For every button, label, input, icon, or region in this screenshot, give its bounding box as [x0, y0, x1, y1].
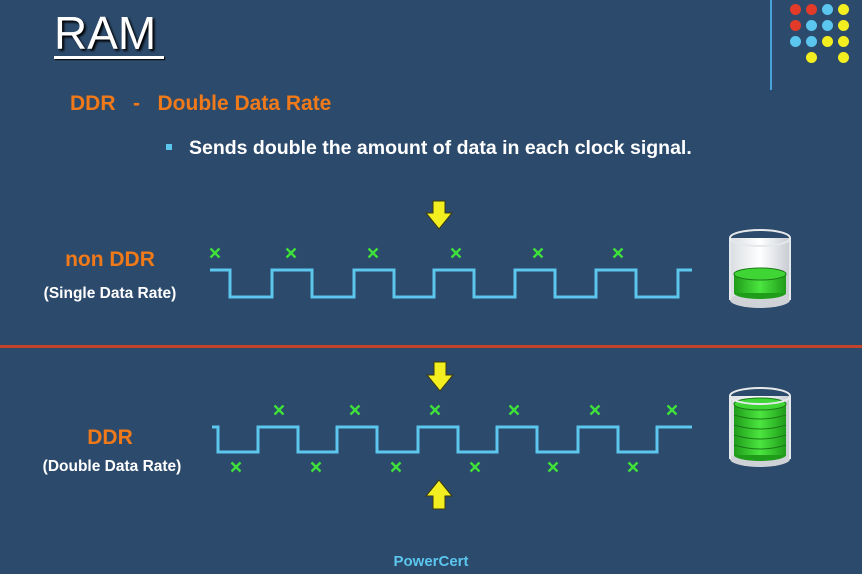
x-mark-icon	[469, 461, 481, 473]
non-ddr-sublabel: (Single Data Rate)	[43, 285, 177, 302]
dot-icon	[838, 36, 849, 47]
x-mark-icon	[429, 404, 441, 416]
x-mark-icon	[273, 404, 285, 416]
up-arrow-icon	[424, 479, 454, 510]
bullet-icon	[166, 144, 172, 150]
dot-icon	[822, 4, 833, 15]
dot-icon	[838, 4, 849, 15]
corner-divider	[770, 0, 772, 90]
sdr-clock-signal	[210, 268, 692, 299]
title-underline	[54, 56, 164, 59]
x-mark-icon	[367, 247, 379, 259]
x-mark-icon	[666, 404, 678, 416]
x-mark-icon	[508, 404, 520, 416]
x-mark-icon	[589, 404, 601, 416]
ddr-clock-signal	[212, 425, 692, 454]
down-arrow-icon	[424, 200, 454, 230]
section-divider	[0, 345, 862, 348]
clock-waveform	[212, 425, 692, 454]
dot-icon	[806, 20, 817, 31]
ddr-label: DDR	[87, 426, 133, 449]
x-mark-icon	[310, 461, 322, 473]
bullet-text: Sends double the amount of data in each …	[189, 137, 692, 159]
dot-icon	[806, 4, 817, 15]
non-ddr-label: non DDR	[65, 248, 155, 271]
dot-icon	[822, 20, 833, 31]
x-mark-icon	[612, 247, 624, 259]
down-arrow-icon	[425, 361, 455, 392]
x-mark-icon	[627, 461, 639, 473]
x-mark-icon	[532, 247, 544, 259]
x-mark-icon	[349, 404, 361, 416]
x-mark-icon	[450, 247, 462, 259]
dot-icon	[838, 52, 849, 63]
data-cylinder-icon	[729, 229, 791, 308]
dot-icon	[838, 20, 849, 31]
dot-icon	[806, 36, 817, 47]
x-mark-icon	[547, 461, 559, 473]
slide-title: RAM	[54, 7, 157, 59]
dot-icon	[822, 36, 833, 47]
clock-waveform	[210, 268, 692, 299]
data-cylinder-icon	[729, 387, 791, 467]
footer-brand: PowerCert	[393, 553, 469, 570]
slide-subtitle: DDR - Double Data Rate	[70, 92, 332, 115]
dot-icon	[790, 20, 801, 31]
x-mark-icon	[209, 247, 221, 259]
data-markers	[209, 247, 678, 473]
x-mark-icon	[390, 461, 402, 473]
dot-icon	[806, 52, 817, 63]
ddr-sublabel: (Double Data Rate)	[42, 458, 182, 475]
dot-icon	[790, 4, 801, 15]
x-mark-icon	[285, 247, 297, 259]
decorative-dots	[790, 4, 862, 70]
x-mark-icon	[230, 461, 242, 473]
dot-icon	[790, 36, 801, 47]
